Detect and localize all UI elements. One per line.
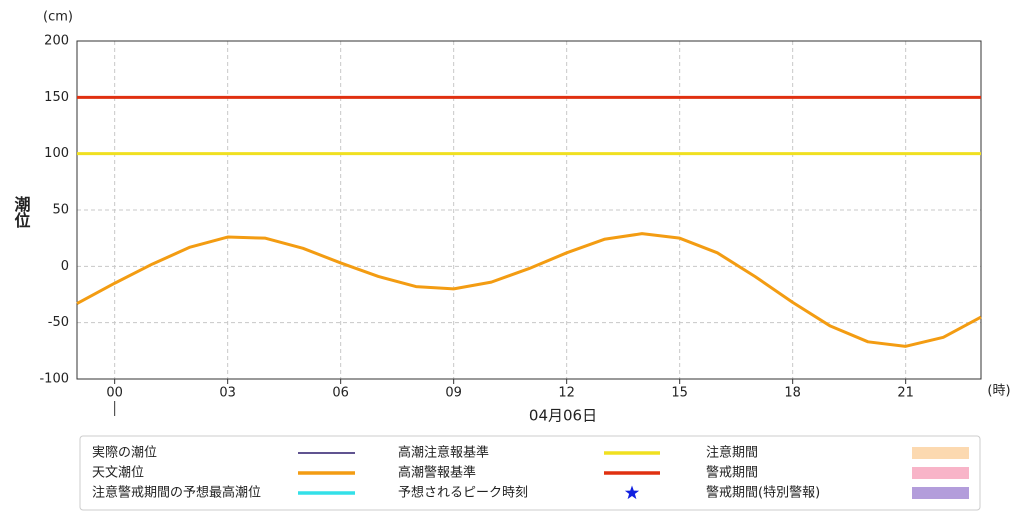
plot-frame bbox=[76, 40, 982, 380]
y-tick-label: 150 bbox=[44, 90, 69, 105]
series-line bbox=[76, 232, 982, 348]
legend-swatch bbox=[912, 447, 969, 459]
legend-star bbox=[624, 485, 640, 500]
legend-label: 警戒期間 bbox=[706, 465, 758, 481]
x-tick-label: 21 bbox=[897, 386, 914, 401]
date-label: 04月06日 bbox=[529, 407, 597, 425]
y-tick-label: 200 bbox=[44, 34, 69, 49]
legend-label: 天文潮位 bbox=[92, 466, 144, 481]
legend-label: 高潮注意報基準 bbox=[398, 445, 489, 461]
legend-label: 実際の潮位 bbox=[92, 445, 157, 461]
y-unit: (cm) bbox=[43, 10, 73, 25]
legend-label: 警戒期間(特別警報) bbox=[706, 485, 820, 501]
x-unit: (時) bbox=[987, 384, 1010, 399]
y-tick-label: -100 bbox=[39, 372, 69, 387]
legend-label: 高潮警報基準 bbox=[398, 465, 476, 481]
legend-label: 予想されるピーク時刻 bbox=[398, 485, 528, 501]
y-tick-label: -50 bbox=[48, 315, 69, 330]
legend-label: 注意期間 bbox=[706, 445, 758, 461]
legend-swatch bbox=[912, 467, 969, 479]
x-tick-label: 00 bbox=[106, 386, 123, 401]
x-tick-label: 09 bbox=[445, 386, 462, 401]
y-axis-label: 潮位 bbox=[12, 195, 31, 229]
legend-label: 注意警戒期間の予想最高潮位 bbox=[92, 485, 261, 501]
x-tick-label: 18 bbox=[784, 386, 801, 401]
legend-swatch bbox=[912, 487, 969, 499]
x-tick-label: 15 bbox=[671, 386, 688, 401]
y-tick-label: 100 bbox=[44, 146, 69, 161]
y-tick-label: 50 bbox=[52, 203, 69, 218]
y-tick-label: 0 bbox=[61, 259, 69, 274]
x-tick-label: 03 bbox=[219, 386, 236, 401]
x-tick-label: 06 bbox=[332, 386, 349, 401]
x-tick-label: 12 bbox=[558, 386, 575, 401]
